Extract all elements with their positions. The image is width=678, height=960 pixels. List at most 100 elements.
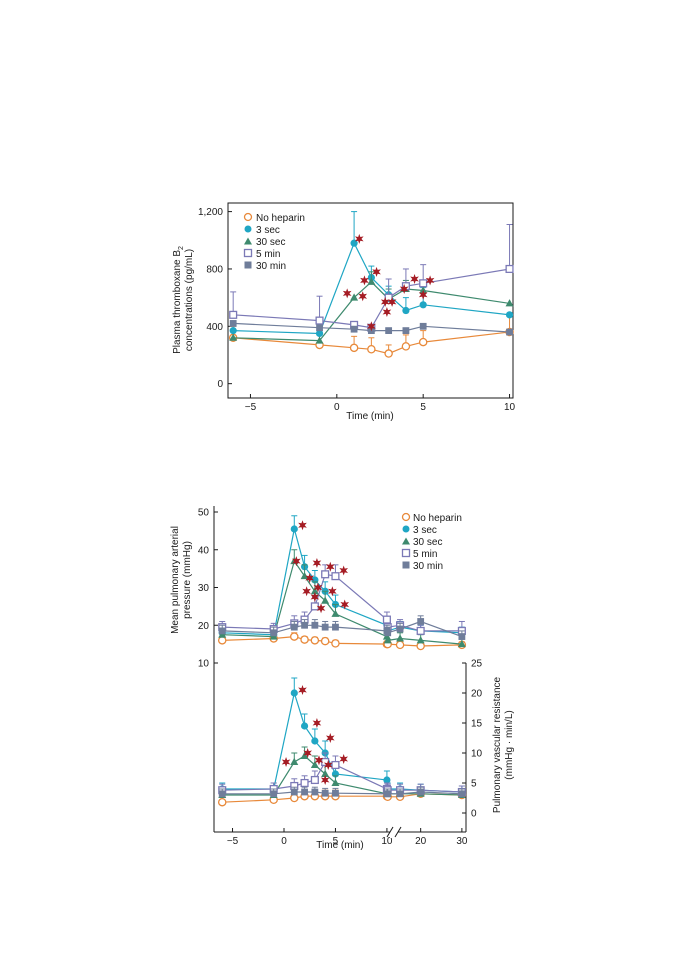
data-point: [290, 632, 299, 641]
x-tick-label: 5: [420, 402, 426, 413]
y-axis-label-line2: (mmHg · min/L): [504, 710, 515, 779]
data-point: [300, 571, 309, 580]
significance-star: [360, 275, 369, 286]
chart-pulmonary-vascular-resistance: 0 5 10 15 20 25 −5 0 5 10 20 30 Time (min) Pulmonar…: [214, 659, 515, 851]
data-point: [417, 618, 425, 625]
data-point: [395, 640, 405, 650]
data-point: [458, 633, 466, 640]
significance-star: [325, 561, 335, 572]
data-point: [416, 641, 425, 651]
data-point: [229, 333, 238, 341]
data-point: [321, 789, 329, 797]
y-tick-label: 10: [198, 659, 210, 670]
data-point: [321, 769, 330, 777]
data-point: [217, 797, 227, 807]
x-tick-label: −5: [245, 402, 257, 413]
data-point: [350, 293, 359, 301]
data-point: [290, 793, 299, 803]
legend-label: 30 min: [256, 261, 286, 272]
significance-star: [316, 603, 326, 614]
significance-star: [313, 582, 323, 593]
legend-marker-3-sec: [402, 525, 410, 533]
data-point: [367, 277, 376, 285]
significance-star: [325, 733, 335, 743]
series-no-heparin: [228, 312, 514, 358]
significance-star: [372, 266, 381, 277]
axis-break-gap: [390, 826, 398, 838]
significance-star: [358, 291, 368, 302]
x-tick-label: 0: [281, 836, 287, 847]
significance-star: [342, 288, 352, 299]
x-tick-label: 5: [333, 836, 339, 847]
data-point: [300, 751, 309, 759]
significance-star: [387, 296, 397, 307]
x-axis-break: [386, 826, 402, 838]
data-point: [321, 570, 330, 579]
y-tick-label: 1,200: [198, 207, 223, 218]
significance-stars: [292, 520, 350, 614]
data-point: [419, 322, 427, 330]
significance-stars: [342, 233, 435, 332]
data-point: [331, 572, 340, 581]
data-point: [218, 627, 226, 635]
y-axis-label-line2: concentrations (pg/mL): [184, 249, 195, 351]
data-point: [300, 778, 309, 788]
legend-label: 5 min: [413, 549, 437, 560]
data-point: [350, 325, 358, 333]
data-point: [505, 311, 514, 319]
series-line: [222, 761, 462, 793]
data-point: [290, 525, 298, 533]
data-point: [229, 327, 237, 335]
series-line: [222, 559, 462, 645]
chart-pulmonary-arterial-pressure: 10 20 30 40 50 No heparin 3 sec 30 sec 5 min…: [170, 506, 467, 832]
data-point: [321, 596, 330, 604]
series-line: [222, 690, 462, 793]
significance-star: [339, 754, 349, 764]
y-tick-label: 30: [198, 583, 210, 594]
x-tick-label: 20: [415, 836, 427, 847]
legend-marker-5-min: [243, 248, 253, 258]
data-point: [311, 737, 319, 745]
data-point: [311, 788, 319, 796]
series-line: [233, 281, 510, 342]
series-3-sec: [218, 677, 466, 796]
data-point: [350, 239, 358, 247]
x-tick-label: −5: [227, 836, 239, 847]
significance-star: [312, 718, 322, 728]
data-point: [416, 626, 425, 635]
y-tick-label: 50: [198, 508, 210, 519]
data-point: [311, 621, 319, 629]
y-axis-label-line2: pressure (mmHg): [182, 541, 193, 619]
data-point: [316, 324, 323, 332]
data-point: [331, 609, 340, 617]
axes: 0 5 10 15 20 25 −5 0 5 10 20 30: [227, 659, 483, 848]
legend-marker-no-heparin: [243, 212, 253, 222]
axis-break-mark: [386, 826, 394, 838]
y-tick-label: 400: [206, 322, 223, 333]
data-point: [301, 788, 308, 796]
legend-label: 3 sec: [413, 525, 437, 536]
legend: No heparin 3 sec 30 sec 5 min 30 min: [401, 512, 462, 572]
y-tick-label-right: 20: [471, 689, 483, 700]
data-point: [402, 306, 410, 315]
legend-marker-30-min: [402, 561, 410, 569]
data-point: [270, 629, 278, 637]
legend-label: 5 min: [256, 249, 280, 260]
series-30-min: [218, 615, 466, 640]
data-point: [315, 336, 324, 344]
data-point: [310, 760, 319, 768]
data-point: [290, 689, 298, 697]
significance-star: [354, 233, 364, 244]
data-point: [401, 342, 411, 351]
series-line: [222, 620, 463, 638]
data-point: [229, 320, 237, 327]
significance-star: [305, 573, 315, 584]
series-group: [217, 677, 467, 807]
data-point: [457, 639, 466, 648]
series-3-sec: [229, 211, 514, 338]
data-point: [367, 344, 376, 354]
data-point: [416, 636, 425, 644]
axis-break-mark: [394, 826, 402, 838]
significance-star: [314, 755, 324, 766]
legend-marker-5-min: [401, 548, 411, 558]
